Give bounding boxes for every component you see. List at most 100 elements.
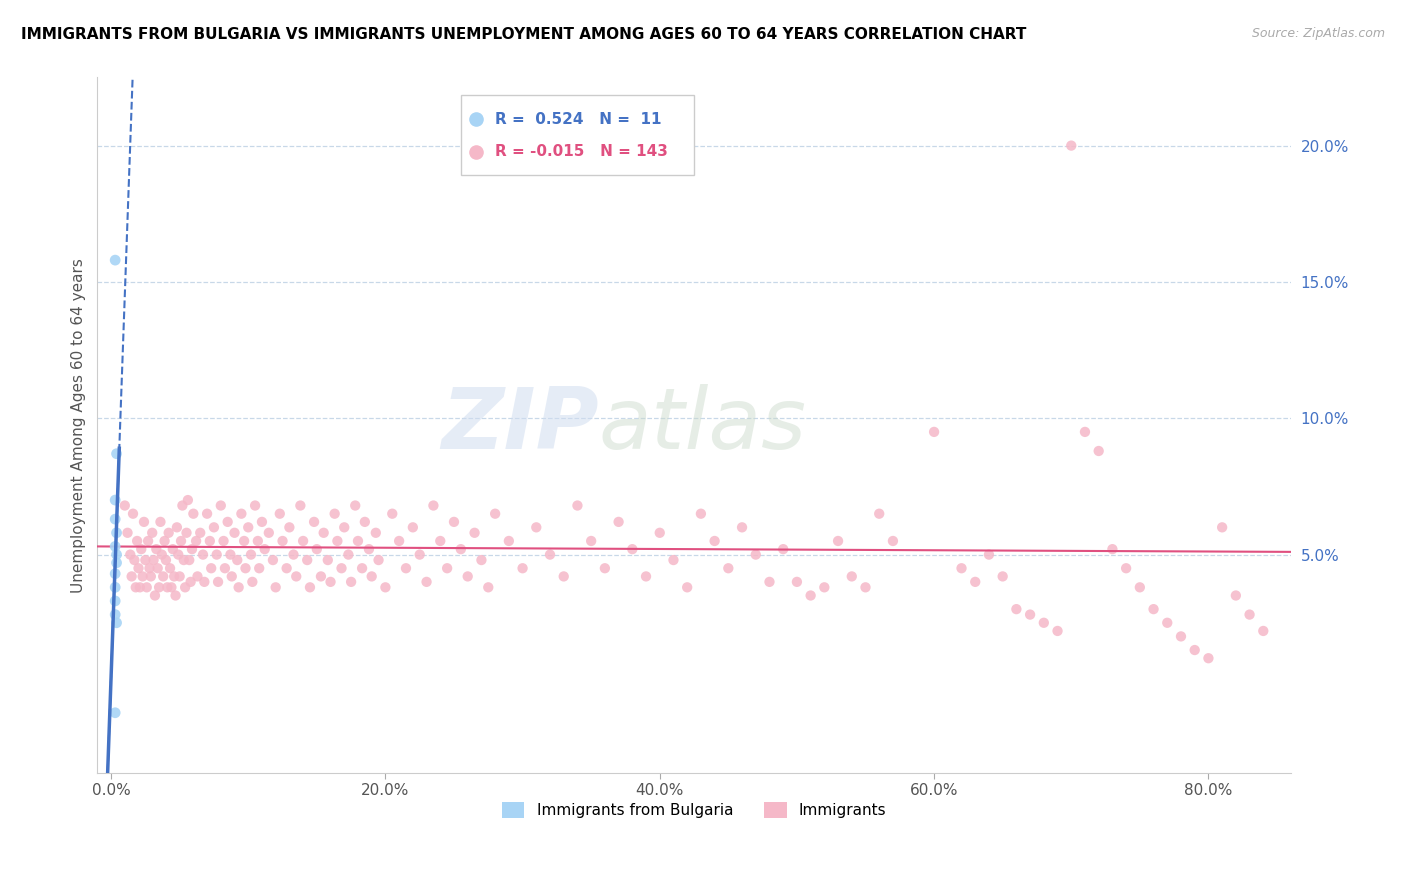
- Point: [157, 525, 180, 540]
- Point: [621, 542, 644, 557]
- Point: [464, 525, 486, 540]
- Point: [676, 580, 699, 594]
- Text: IMMIGRANTS FROM BULGARIA VS IMMIGRANTS UNEMPLOYMENT AMONG AGES 60 TO 64 YEARS CO: IMMIGRANTS FROM BULGARIA VS IMMIGRANTS U…: [21, 27, 1026, 42]
- Point: [731, 520, 754, 534]
- Point: [207, 574, 229, 589]
- Point: [364, 525, 387, 540]
- Point: [198, 533, 221, 548]
- Point: [800, 589, 823, 603]
- Text: Source: ZipAtlas.com: Source: ZipAtlas.com: [1251, 27, 1385, 40]
- Point: [128, 580, 150, 594]
- Point: [183, 507, 205, 521]
- Point: [950, 561, 973, 575]
- Point: [129, 542, 152, 557]
- Point: [219, 548, 242, 562]
- Point: [965, 574, 987, 589]
- Point: [104, 706, 127, 720]
- Point: [285, 569, 308, 583]
- Point: [607, 515, 630, 529]
- Point: [152, 569, 174, 583]
- Point: [104, 512, 127, 526]
- Point: [1129, 580, 1152, 594]
- Point: [156, 580, 179, 594]
- Point: [337, 548, 360, 562]
- Point: [257, 525, 280, 540]
- Point: [104, 607, 127, 622]
- Point: [145, 542, 167, 557]
- Point: [457, 569, 479, 583]
- Point: [173, 553, 195, 567]
- Point: [1197, 651, 1219, 665]
- Point: [174, 580, 197, 594]
- Point: [181, 542, 204, 557]
- Point: [347, 533, 370, 548]
- Point: [153, 533, 176, 548]
- Legend: Immigrants from Bulgaria, Immigrants: Immigrants from Bulgaria, Immigrants: [495, 796, 893, 824]
- Point: [235, 561, 257, 575]
- Point: [703, 533, 725, 548]
- Point: [323, 507, 346, 521]
- Point: [1005, 602, 1028, 616]
- Point: [117, 525, 139, 540]
- Point: [374, 580, 396, 594]
- Point: [163, 569, 186, 583]
- Point: [1074, 425, 1097, 439]
- Point: [162, 542, 184, 557]
- Point: [429, 533, 451, 548]
- Point: [170, 533, 193, 548]
- Point: [276, 561, 298, 575]
- Point: [233, 533, 256, 548]
- Point: [498, 533, 520, 548]
- Point: [124, 553, 146, 567]
- Point: [745, 548, 768, 562]
- Point: [305, 542, 328, 557]
- Point: [524, 520, 547, 534]
- Point: [470, 553, 492, 567]
- Point: [1115, 561, 1137, 575]
- Point: [240, 574, 263, 589]
- Text: atlas: atlas: [599, 384, 807, 467]
- Point: [247, 561, 270, 575]
- Point: [202, 520, 225, 534]
- Point: [148, 580, 170, 594]
- Point: [138, 561, 160, 575]
- Point: [205, 548, 228, 562]
- Point: [1101, 542, 1123, 557]
- Point: [868, 507, 890, 521]
- Point: [177, 493, 200, 508]
- Point: [169, 569, 191, 583]
- Point: [922, 425, 945, 439]
- Point: [146, 561, 169, 575]
- Point: [352, 561, 374, 575]
- Point: [484, 507, 506, 521]
- Point: [271, 533, 294, 548]
- Point: [200, 561, 222, 575]
- Point: [422, 499, 444, 513]
- Point: [1032, 615, 1054, 630]
- Point: [217, 515, 239, 529]
- Point: [128, 561, 150, 575]
- Point: [105, 447, 128, 461]
- Point: [131, 569, 153, 583]
- Point: [228, 580, 250, 594]
- Point: [312, 525, 335, 540]
- Point: [340, 574, 363, 589]
- Point: [648, 525, 671, 540]
- Point: [786, 574, 808, 589]
- Point: [142, 553, 165, 567]
- Point: [381, 507, 404, 521]
- Point: [477, 580, 499, 594]
- Point: [690, 507, 713, 521]
- Point: [166, 520, 188, 534]
- Point: [1156, 615, 1178, 630]
- Point: [120, 548, 142, 562]
- Point: [127, 533, 149, 548]
- Point: [155, 553, 177, 567]
- Point: [104, 566, 127, 581]
- Point: [450, 542, 472, 557]
- Point: [186, 569, 208, 583]
- Point: [717, 561, 740, 575]
- Point: [290, 499, 312, 513]
- Point: [121, 569, 143, 583]
- Point: [772, 542, 794, 557]
